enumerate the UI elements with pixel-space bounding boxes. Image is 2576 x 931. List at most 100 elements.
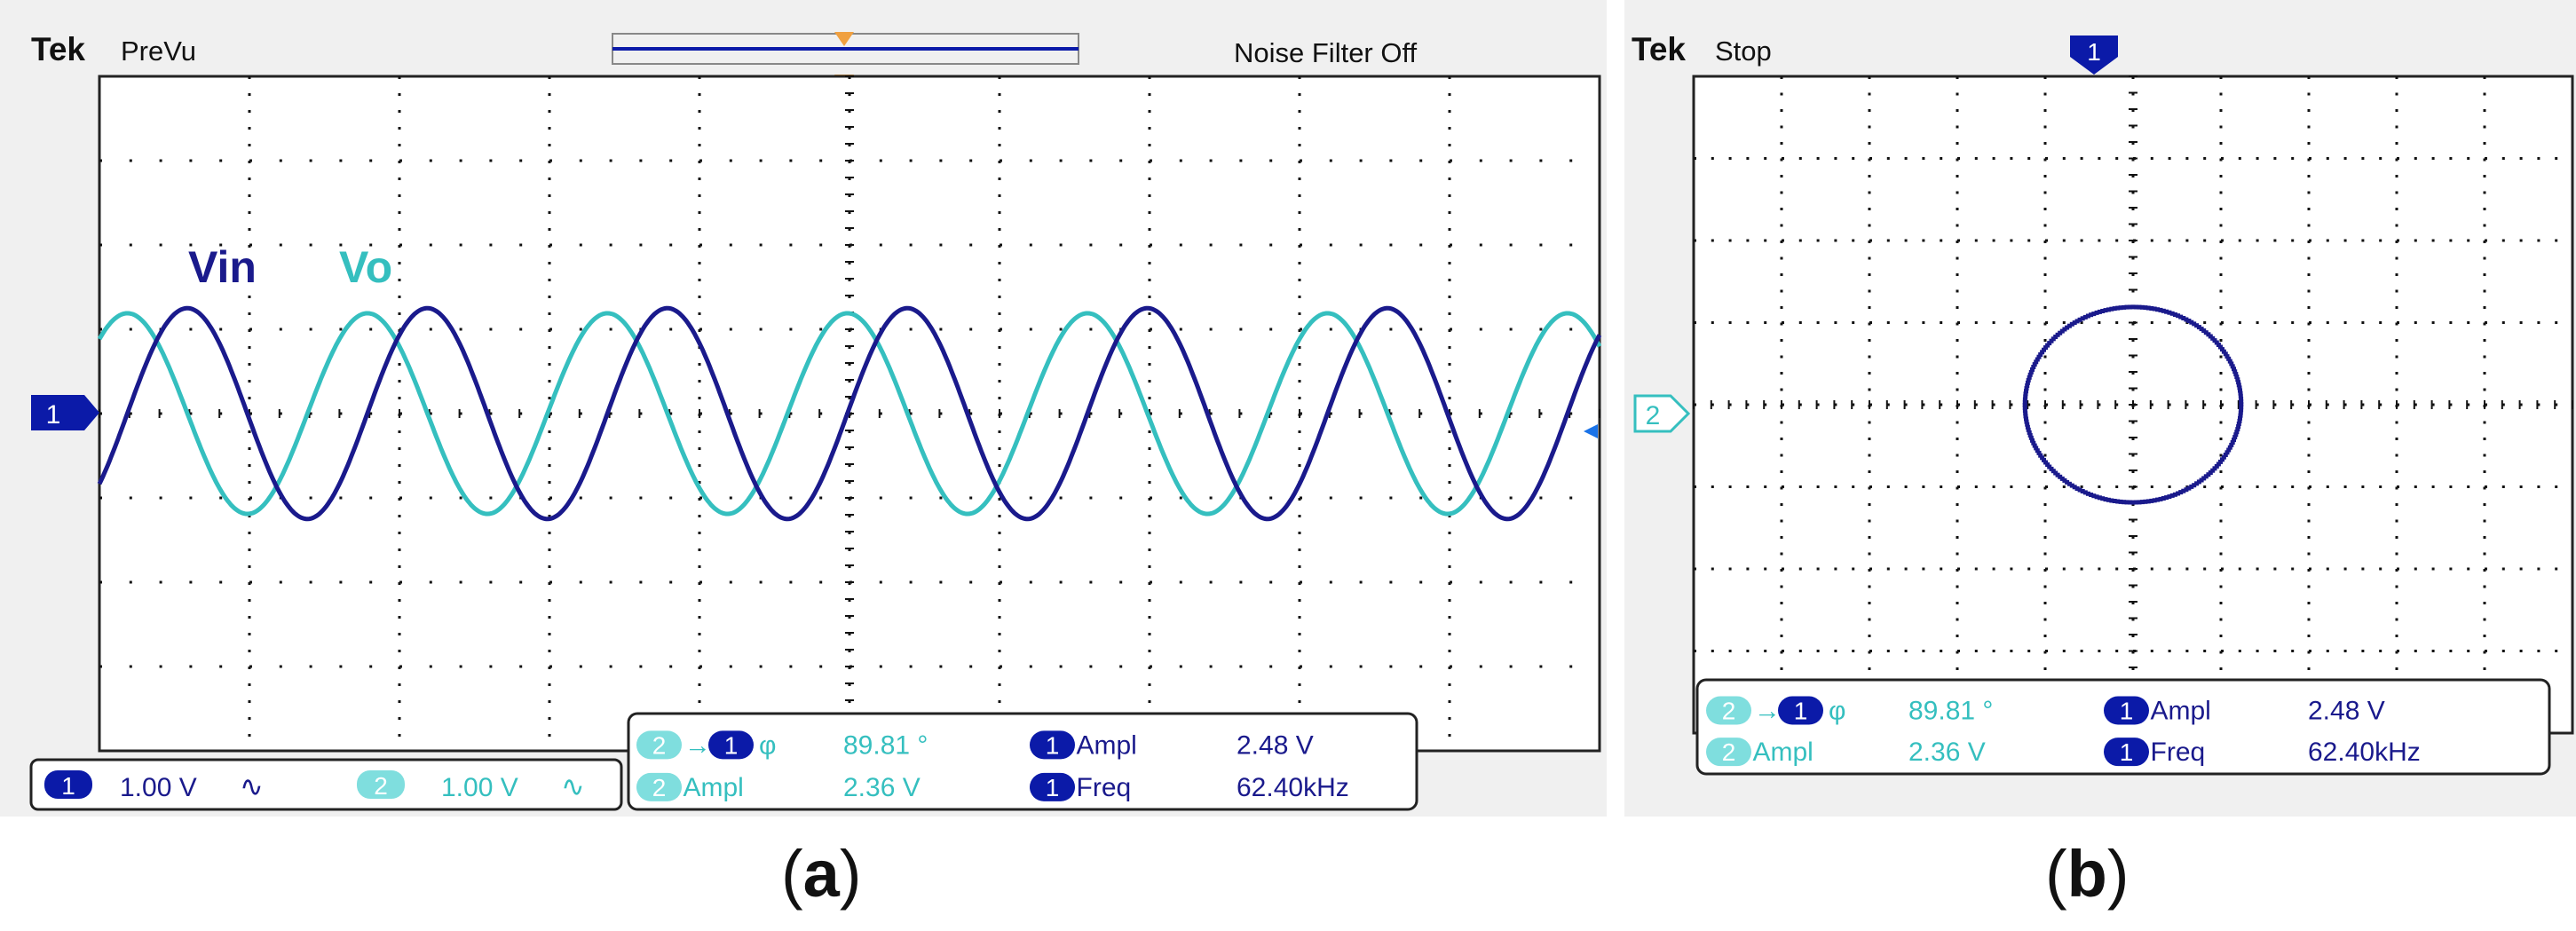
phase-from-badge-label: 2 xyxy=(652,731,667,759)
xy-point xyxy=(2199,327,2204,332)
xy-point xyxy=(2094,310,2099,315)
xy-point xyxy=(2194,323,2200,328)
xy-point xyxy=(2112,499,2117,503)
scope-b-measurement-panel: 2 → 1 φ 89.81 ° 1 Ampl 2.48 V2 Ampl 2.36 V 1 Freq 62… xyxy=(1695,678,2551,776)
ampl2-value: 2.36 V xyxy=(1908,738,1986,767)
xy-point xyxy=(2065,479,2070,485)
channel-settings-panel xyxy=(29,758,623,811)
ampl2-badge xyxy=(1706,738,1751,767)
ch1-ground-marker-label: 1 xyxy=(46,400,61,430)
xy-point xyxy=(2072,320,2077,326)
xy-point xyxy=(2055,332,2060,337)
phase-value: 89.81 ° xyxy=(843,730,928,760)
ch1-scale[interactable]: 1.00 V xyxy=(120,773,197,802)
ch2-setting-badge[interactable] xyxy=(357,770,405,799)
xy-point xyxy=(2025,424,2030,430)
xy-point xyxy=(2077,487,2082,493)
xy-point xyxy=(2236,422,2241,426)
scope-a: Tek PreVu Noise Filter Off Vin Vo 1 1 1.… xyxy=(0,0,1607,911)
xy-point xyxy=(2028,435,2034,440)
xy-point xyxy=(2189,484,2194,489)
xy-point xyxy=(2220,347,2224,352)
ch1-position-marker[interactable]: 1 xyxy=(2070,36,2118,75)
xy-point xyxy=(2234,375,2240,380)
xy-point xyxy=(2130,304,2136,310)
xy-point xyxy=(2089,312,2094,318)
xy-point xyxy=(2137,304,2142,310)
xy-point xyxy=(2137,500,2142,505)
xy-point xyxy=(2115,305,2121,311)
xy-point xyxy=(2238,413,2243,418)
xy-point xyxy=(2229,361,2234,367)
xy-point xyxy=(2178,314,2184,320)
xy-point xyxy=(2065,325,2070,330)
ampl2-badge-label: 2 xyxy=(652,774,667,801)
xy-point xyxy=(2024,386,2029,391)
xy-point xyxy=(2224,450,2230,455)
ampl2-label: Ampl xyxy=(1753,738,1813,767)
ch2-coupling-icon: ∿ xyxy=(561,770,585,802)
xy-point xyxy=(2161,496,2166,501)
xy-point xyxy=(2024,416,2028,422)
xy-point xyxy=(2066,481,2072,486)
xy-point xyxy=(2221,454,2226,460)
xy-point xyxy=(2023,391,2028,397)
xy-point xyxy=(2082,314,2088,320)
xy-point xyxy=(2026,427,2031,432)
xy-point xyxy=(2042,457,2046,462)
xy-point xyxy=(2192,321,2197,327)
freq1-badge xyxy=(1030,772,1075,801)
xy-point xyxy=(2022,406,2027,410)
phase-to-badge-label: 1 xyxy=(1794,698,1808,725)
scope-a-mode: PreVu xyxy=(121,36,196,67)
phase-symbol: φ xyxy=(1829,697,1845,726)
xy-point xyxy=(2082,490,2088,495)
ch2-scale[interactable]: 1.00 V xyxy=(441,773,518,802)
xy-point xyxy=(2196,479,2201,485)
xy-point xyxy=(2181,316,2186,320)
xy-point xyxy=(2036,450,2042,455)
xy-point xyxy=(2233,432,2239,438)
xy-point xyxy=(2152,498,2157,503)
xy-point xyxy=(2091,312,2097,317)
xy-point xyxy=(2035,448,2040,454)
xy-point xyxy=(2089,493,2094,497)
scope-b-brand: Tek xyxy=(1632,31,1686,67)
ch1-coupling-icon: ∿ xyxy=(240,770,264,802)
ch2-ground-marker[interactable]: 2 xyxy=(1633,394,1691,433)
phase-from-badge xyxy=(636,730,682,760)
xy-point xyxy=(2238,391,2243,396)
xy-point xyxy=(2235,377,2240,383)
ampl2-label: Ampl xyxy=(684,773,744,802)
xy-point xyxy=(2062,477,2067,483)
xy-point xyxy=(2134,500,2138,505)
xy-point xyxy=(2024,389,2028,394)
xy-point xyxy=(2027,375,2032,380)
xy-point xyxy=(2189,320,2194,325)
xy-point xyxy=(2122,304,2127,310)
xy-point xyxy=(2031,440,2036,446)
ch1-ground-marker[interactable]: 1 xyxy=(31,395,99,430)
xy-point xyxy=(2223,453,2228,457)
xy-point xyxy=(2059,328,2065,334)
xy-point xyxy=(2229,442,2234,447)
ampl1-label: Ampl xyxy=(1077,730,1137,760)
phase-arrow-icon: → xyxy=(1754,697,1781,726)
ch1-setting-badge[interactable] xyxy=(44,770,92,799)
freq1-label: Freq xyxy=(2151,738,2206,767)
scope-a-traces xyxy=(97,305,1602,522)
xy-point xyxy=(2238,410,2243,415)
scope-b-mode: Stop xyxy=(1715,36,1772,67)
xy-point xyxy=(2040,350,2045,355)
xy-point xyxy=(2118,499,2123,504)
xy-point xyxy=(2201,328,2207,334)
xy-point xyxy=(2036,354,2042,359)
xy-point xyxy=(2238,388,2242,393)
xy-point xyxy=(2176,491,2181,496)
ampl1-value: 2.48 V xyxy=(1237,730,1314,760)
xy-point xyxy=(2027,432,2033,438)
xy-point xyxy=(2237,418,2242,423)
xy-point xyxy=(2201,476,2207,481)
xy-point xyxy=(2237,385,2242,391)
xy-point xyxy=(2239,399,2244,404)
